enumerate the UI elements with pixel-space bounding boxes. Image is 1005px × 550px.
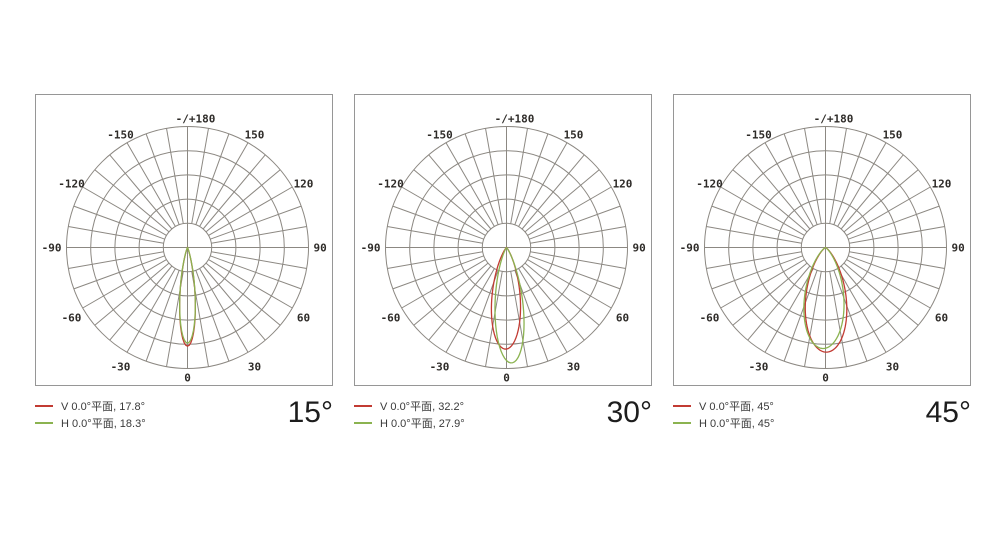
legend-item-v: V 0.0°平面, 45° — [673, 397, 774, 414]
caption-15: V 0.0°平面, 17.8° H 0.0°平面, 18.3° 15° — [35, 397, 333, 431]
svg-text:60: 60 — [297, 312, 310, 325]
polar-chart-30: 0 30 -30 60 -60 90 -90 120 -120 150 -150 -/+180 — [354, 94, 652, 386]
svg-text:-90: -90 — [680, 242, 700, 255]
svg-text:0: 0 — [822, 372, 829, 385]
legend-item-v: V 0.0°平面, 32.2° — [354, 397, 465, 414]
h-series-label: H 0.0°平面, 27.9° — [380, 417, 465, 430]
svg-text:0: 0 — [503, 372, 510, 385]
svg-text:150: 150 — [883, 129, 903, 142]
svg-text:90: 90 — [633, 242, 646, 255]
v-series-label: V 0.0°平面, 32.2° — [380, 400, 465, 413]
legend-15: V 0.0°平面, 17.8° H 0.0°平面, 18.3° — [35, 397, 146, 431]
svg-text:-30: -30 — [749, 361, 769, 374]
svg-text:-30: -30 — [111, 361, 131, 374]
legend-item-h: H 0.0°平面, 18.3° — [35, 414, 146, 431]
h-series-line — [354, 421, 372, 424]
svg-text:-60: -60 — [700, 312, 720, 325]
photometric-figure: 0 30 -30 60 -60 90 -90 120 -120 150 -150 -/+180 V 0… — [35, 94, 971, 431]
svg-text:-90: -90 — [361, 242, 381, 255]
svg-text:150: 150 — [245, 129, 265, 142]
polar-panel-15: 0 30 -30 60 -60 90 -90 120 -120 150 -150 -/+180 V 0… — [35, 94, 333, 431]
polar-chart-svg: 0 30 -30 60 -60 90 -90 120 -120 150 -150 -/+180 — [42, 113, 327, 385]
svg-text:-/+180: -/+180 — [176, 113, 216, 126]
svg-text:-60: -60 — [381, 312, 401, 325]
v-series-label: V 0.0°平面, 45° — [699, 400, 774, 413]
h-series-line — [673, 421, 691, 424]
beam-angle-label-15: 15° — [287, 396, 333, 429]
legend-45: V 0.0°平面, 45° H 0.0°平面, 45° — [673, 397, 774, 431]
svg-text:-150: -150 — [745, 129, 772, 142]
polar-chart-15: 0 30 -30 60 -60 90 -90 120 -120 150 -150 -/+180 — [35, 94, 333, 386]
svg-text:-120: -120 — [58, 178, 85, 191]
svg-text:-120: -120 — [696, 178, 723, 191]
svg-text:150: 150 — [564, 129, 584, 142]
caption-45: V 0.0°平面, 45° H 0.0°平面, 45° 45° — [673, 397, 971, 431]
legend-item-v: V 0.0°平面, 17.8° — [35, 397, 146, 414]
svg-text:30: 30 — [567, 361, 580, 374]
svg-text:90: 90 — [314, 242, 327, 255]
svg-text:30: 30 — [248, 361, 261, 374]
legend-item-h: H 0.0°平面, 45° — [673, 414, 774, 431]
v-series-line — [35, 404, 53, 407]
polar-panel-30: 0 30 -30 60 -60 90 -90 120 -120 150 -150 -/+180 V 0… — [354, 94, 652, 431]
svg-text:120: 120 — [932, 178, 952, 191]
svg-text:-90: -90 — [42, 242, 62, 255]
v-series-label: V 0.0°平面, 17.8° — [61, 400, 146, 413]
svg-text:30: 30 — [886, 361, 899, 374]
svg-text:60: 60 — [616, 312, 629, 325]
v-series-line — [354, 404, 372, 407]
beam-angle-label-45: 45° — [925, 396, 971, 429]
legend-item-h: H 0.0°平面, 27.9° — [354, 414, 465, 431]
svg-text:0: 0 — [184, 372, 191, 385]
h-series-line — [35, 421, 53, 424]
svg-text:90: 90 — [952, 242, 965, 255]
caption-30: V 0.0°平面, 32.2° H 0.0°平面, 27.9° 30° — [354, 397, 652, 431]
svg-text:60: 60 — [935, 312, 948, 325]
h-series-label: H 0.0°平面, 18.3° — [61, 417, 146, 430]
svg-text:-150: -150 — [426, 129, 453, 142]
polar-chart-svg: 0 30 -30 60 -60 90 -90 120 -120 150 -150 -/+180 — [680, 113, 965, 385]
legend-30: V 0.0°平面, 32.2° H 0.0°平面, 27.9° — [354, 397, 465, 431]
svg-text:-30: -30 — [430, 361, 450, 374]
h-series-label: H 0.0°平面, 45° — [699, 417, 775, 430]
beam-angle-label-30: 30° — [606, 396, 652, 429]
svg-text:120: 120 — [294, 178, 314, 191]
svg-text:120: 120 — [613, 178, 633, 191]
svg-text:-/+180: -/+180 — [495, 113, 535, 126]
polar-panel-45: 0 30 -30 60 -60 90 -90 120 -120 150 -150 -/+180 V 0… — [673, 94, 971, 431]
polar-chart-45: 0 30 -30 60 -60 90 -90 120 -120 150 -150 -/+180 — [673, 94, 971, 386]
svg-text:-120: -120 — [377, 178, 404, 191]
svg-text:-60: -60 — [62, 312, 82, 325]
polar-chart-svg: 0 30 -30 60 -60 90 -90 120 -120 150 -150 -/+180 — [361, 113, 646, 385]
v-series-line — [673, 404, 691, 407]
svg-text:-/+180: -/+180 — [814, 113, 854, 126]
svg-text:-150: -150 — [107, 129, 134, 142]
